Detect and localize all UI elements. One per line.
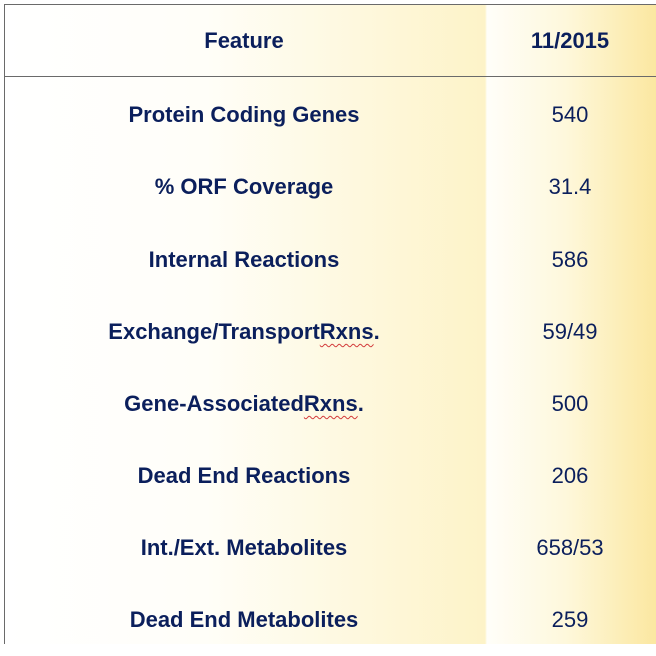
table-row: Dead End Metabolites 259	[5, 584, 656, 656]
feature-text: Gene-Associated	[124, 391, 304, 416]
value-cell: 259	[551, 607, 589, 632]
value-cell: 586	[551, 247, 589, 272]
feature-cell: % ORF Coverage	[154, 174, 334, 199]
value-cell: 206	[551, 463, 589, 488]
feature-cell: Dead End Metabolites	[129, 607, 359, 632]
header-date: 11/2015	[530, 28, 610, 53]
value-cell: 658/53	[536, 535, 604, 560]
table-header: Feature 11/2015	[5, 5, 656, 77]
feature-cell: Internal Reactions	[148, 247, 340, 272]
table-row: Protein Coding Genes 540	[5, 79, 656, 151]
header-feature: Feature	[204, 28, 284, 53]
value-cell: 540	[551, 102, 589, 127]
spellcheck-word: Rxns	[303, 391, 358, 416]
table-row: % ORF Coverage 31.4	[5, 151, 656, 223]
data-table: Feature 11/2015 Protein Coding Genes 540…	[4, 4, 656, 644]
table-row: Int./Ext. Metabolites 658/53	[5, 512, 656, 584]
value-cell: 500	[551, 391, 589, 416]
table-row: Internal Reactions 586	[5, 224, 656, 296]
value-cell: 59/49	[542, 319, 598, 344]
feature-cell: Gene-Associated Rxns.	[5, 368, 483, 440]
feature-text: .	[373, 319, 380, 344]
feature-text: Exchange/Transport	[108, 319, 320, 344]
feature-cell: Int./Ext. Metabolites	[140, 535, 348, 560]
value-cell: 31.4	[548, 174, 592, 199]
feature-text: .	[357, 391, 364, 416]
feature-cell: Protein Coding Genes	[128, 102, 360, 127]
table-row: Dead End Reactions 206	[5, 440, 656, 512]
table-row: Gene-Associated Rxns. 500	[5, 368, 656, 440]
feature-cell: Dead End Reactions	[137, 463, 351, 488]
spellcheck-word: Rxns	[319, 319, 374, 344]
table-row: Exchange/Transport Rxns. 59/49	[5, 296, 656, 368]
feature-cell: Exchange/Transport Rxns.	[5, 296, 483, 368]
